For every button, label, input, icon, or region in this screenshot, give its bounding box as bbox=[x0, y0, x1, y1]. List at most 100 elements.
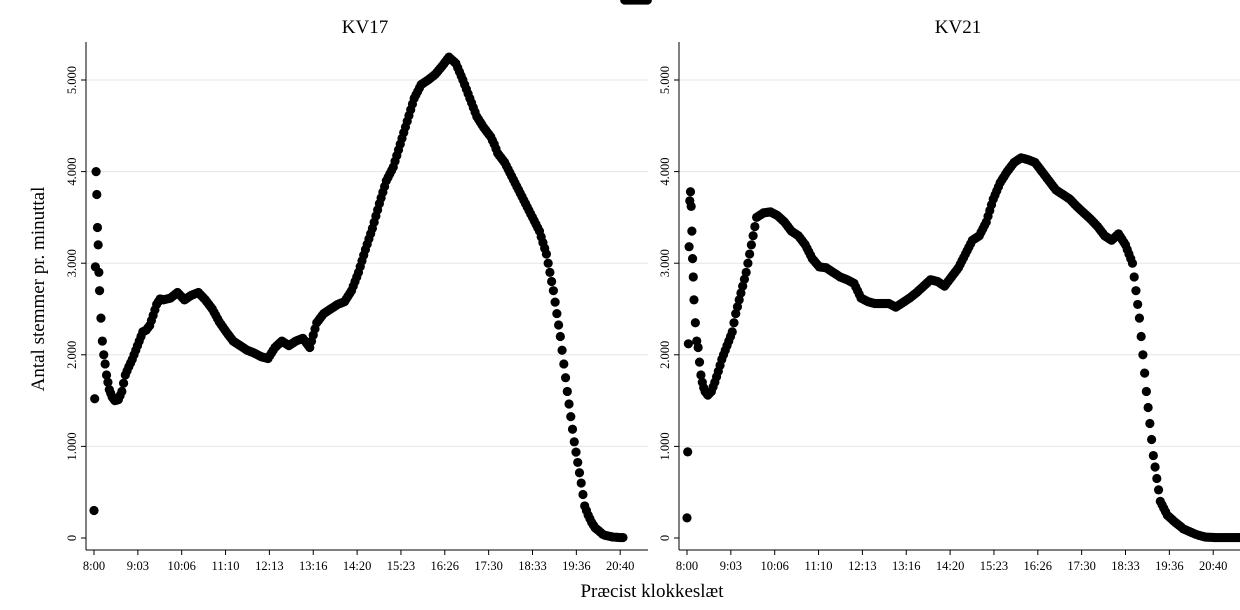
data-point bbox=[1148, 450, 1158, 461]
data-point bbox=[1134, 313, 1145, 323]
data-point bbox=[89, 505, 99, 516]
data-point bbox=[1136, 331, 1146, 342]
data-point bbox=[693, 342, 703, 353]
data-point bbox=[555, 331, 565, 342]
data-point bbox=[550, 297, 560, 307]
data-point bbox=[687, 226, 697, 236]
data-point bbox=[97, 336, 107, 346]
data-point bbox=[686, 201, 696, 212]
data-point bbox=[576, 478, 586, 488]
panel-title: KV17 bbox=[342, 17, 388, 38]
data-point bbox=[94, 267, 104, 277]
y-axis-label: Antal stemmer pr. minuttal bbox=[28, 187, 49, 392]
data-point bbox=[117, 386, 127, 397]
data-point bbox=[92, 189, 102, 200]
data-point bbox=[734, 295, 744, 305]
x-tick-label: 8:00 bbox=[83, 559, 105, 573]
x-tick-label: 13:16 bbox=[299, 559, 327, 573]
data-point bbox=[743, 258, 753, 268]
data-point bbox=[685, 187, 696, 197]
data-point bbox=[727, 327, 737, 337]
data-point bbox=[732, 302, 743, 312]
data-point bbox=[545, 267, 555, 277]
data-point bbox=[554, 320, 564, 330]
y-tick-label: 0 bbox=[65, 535, 79, 541]
data-point bbox=[1147, 434, 1157, 445]
data-point bbox=[569, 437, 579, 447]
data-point bbox=[729, 318, 739, 328]
data-point bbox=[101, 370, 112, 380]
data-point bbox=[562, 386, 572, 397]
y-tick-label: 3.000 bbox=[658, 249, 672, 277]
data-point bbox=[552, 308, 562, 319]
x-tick-label: 16:26 bbox=[1024, 559, 1052, 573]
data-point bbox=[574, 468, 585, 478]
data-point bbox=[560, 373, 571, 383]
data-point bbox=[683, 447, 693, 457]
data-point bbox=[103, 377, 113, 387]
data-point bbox=[690, 318, 700, 328]
data-point bbox=[1127, 258, 1138, 268]
x-tick-label: 15:23 bbox=[980, 559, 1008, 573]
data-point bbox=[1150, 462, 1160, 472]
data-point bbox=[93, 240, 103, 250]
data-point bbox=[100, 359, 110, 369]
data-point bbox=[746, 240, 756, 250]
data-point bbox=[745, 249, 755, 259]
data-point bbox=[1145, 418, 1155, 429]
x-tick-label: 12:13 bbox=[255, 559, 283, 573]
y-tick-label: 1.000 bbox=[65, 432, 79, 460]
x-tick-label: 14:20 bbox=[343, 559, 371, 573]
x-tick-label: 19:36 bbox=[562, 559, 590, 573]
x-tick-label: 20:40 bbox=[1199, 559, 1227, 573]
x-tick-label: 11:10 bbox=[212, 559, 240, 573]
data-point bbox=[559, 359, 569, 369]
data-point bbox=[90, 394, 100, 404]
y-tick-label: 5.000 bbox=[658, 66, 672, 94]
data-point bbox=[564, 399, 574, 409]
x-tick-label: 17:30 bbox=[1067, 559, 1095, 573]
data-point bbox=[683, 339, 693, 349]
data-point bbox=[566, 412, 576, 422]
data-point bbox=[642, 0, 652, 5]
data-point bbox=[91, 167, 101, 177]
data-point bbox=[578, 489, 588, 500]
data-point bbox=[696, 370, 706, 380]
data-point bbox=[1141, 386, 1151, 397]
x-tick-label: 18:33 bbox=[518, 559, 546, 573]
y-tick-label: 2.000 bbox=[65, 341, 79, 369]
data-point bbox=[1140, 368, 1150, 378]
x-tick-label: 15:23 bbox=[387, 559, 415, 573]
data-point bbox=[99, 350, 109, 360]
data-point bbox=[1153, 485, 1164, 495]
x-tick-label: 17:30 bbox=[474, 559, 502, 573]
y-tick-label: 2.000 bbox=[658, 341, 672, 369]
data-point bbox=[94, 286, 105, 296]
data-point bbox=[571, 447, 581, 457]
data-point bbox=[618, 532, 628, 543]
data-point bbox=[1138, 350, 1148, 360]
x-tick-label: 13:16 bbox=[892, 559, 920, 573]
y-tick-label: 0 bbox=[658, 535, 672, 541]
x-tick-label: 10:06 bbox=[760, 559, 788, 573]
data-point bbox=[557, 345, 567, 355]
data-point bbox=[541, 249, 552, 259]
data-point bbox=[688, 272, 698, 282]
x-tick-label: 9:03 bbox=[127, 559, 149, 573]
data-point bbox=[547, 276, 557, 287]
data-point bbox=[573, 457, 583, 468]
data-point bbox=[738, 281, 748, 291]
data-point bbox=[1129, 272, 1139, 282]
data-points bbox=[682, 153, 1240, 543]
y-tick-label: 3.000 bbox=[65, 249, 79, 277]
x-axis-label: Præcist klokkeslæt bbox=[580, 581, 724, 602]
data-point bbox=[543, 258, 553, 268]
x-tick-label: 11:10 bbox=[805, 559, 833, 573]
data-point bbox=[1143, 402, 1153, 413]
data-point bbox=[748, 231, 758, 241]
data-point bbox=[684, 242, 694, 252]
data-point bbox=[548, 286, 558, 296]
y-tick-label: 1.000 bbox=[658, 432, 672, 460]
